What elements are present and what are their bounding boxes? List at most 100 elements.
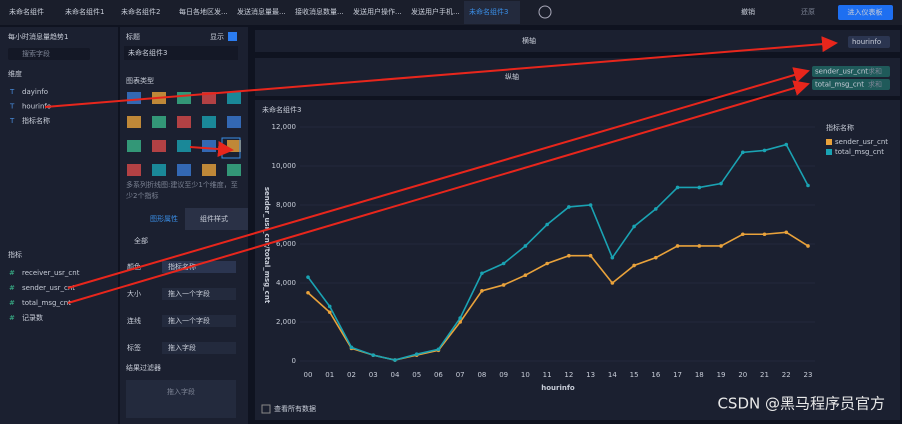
tab[interactable] [348, 1, 404, 24]
point [675, 185, 680, 190]
y-tick-label: 10,000 [272, 162, 297, 170]
tab[interactable] [4, 1, 58, 24]
point [762, 232, 767, 237]
prop-drop[interactable] [162, 342, 236, 354]
tab[interactable] [174, 1, 230, 24]
dimension[interactable]: hourinfo [22, 103, 51, 111]
x-tick-label: 19 [717, 371, 726, 379]
prop-label: 颜色 [127, 262, 141, 271]
point [654, 207, 658, 211]
chart-type-icon[interactable] [227, 164, 241, 176]
point [806, 244, 810, 248]
chart-type-icon[interactable] [127, 116, 141, 128]
point [675, 244, 680, 248]
measure-header: 指标 [8, 250, 22, 259]
y-tick-label: 12,000 [272, 123, 297, 131]
point [610, 281, 615, 285]
tab-label: 每日各地区发... [179, 7, 228, 16]
x-tick-label: 09 [499, 371, 508, 379]
measure[interactable]: receiver_usr_cnt [22, 269, 80, 277]
tab[interactable] [60, 1, 114, 24]
search[interactable] [8, 48, 90, 60]
x-tick-label: 20 [738, 371, 747, 379]
chart-type-icon[interactable] [152, 164, 166, 176]
point [480, 271, 484, 276]
point [327, 310, 332, 315]
measure-icon: # [9, 284, 15, 292]
view-all-checkbox[interactable] [261, 404, 271, 414]
measure[interactable]: sender_usr_cnt [22, 284, 75, 292]
enter-button[interactable] [838, 5, 893, 20]
x-field-pill[interactable] [848, 36, 890, 48]
watermark: CSDN @黑马程序员官方 [717, 395, 885, 413]
measure-icon: # [9, 314, 15, 322]
chart-type-icon[interactable] [152, 116, 166, 128]
tab[interactable] [406, 1, 462, 24]
point [436, 347, 441, 352]
title-input[interactable] [124, 46, 238, 60]
series-line [307, 143, 809, 361]
chart-type-icon[interactable] [177, 92, 191, 104]
redo[interactable]: 还原 [801, 8, 815, 16]
add-tab[interactable] [538, 5, 552, 19]
filter-drop[interactable] [126, 380, 236, 418]
measure[interactable]: 记录数 [22, 313, 43, 322]
x-tick-label: 23 [804, 371, 813, 379]
point [349, 345, 354, 350]
chart-type-icon[interactable] [177, 140, 191, 152]
chart-type-icon[interactable] [177, 164, 191, 176]
tab[interactable] [116, 1, 172, 24]
point [545, 261, 549, 266]
measure[interactable]: total_msg_cnt [22, 299, 71, 307]
prop-drop[interactable] [162, 315, 236, 327]
point [414, 352, 419, 356]
tab-style-label: 组件样式 [200, 214, 228, 223]
tab[interactable] [464, 1, 520, 24]
y-field-pill[interactable] [812, 66, 890, 77]
dimension[interactable]: dayinfo [22, 88, 48, 96]
chart-type-icon[interactable] [202, 140, 216, 152]
point [567, 205, 571, 209]
point [545, 222, 549, 227]
point [588, 203, 593, 207]
point [327, 304, 332, 309]
filter-label: 结果过滤器 [126, 363, 161, 372]
point [740, 232, 745, 237]
tab-label: 接收消息数量... [295, 7, 344, 16]
measure-icon: # [9, 269, 15, 277]
point [501, 261, 506, 266]
chart-type-icon[interactable] [127, 164, 141, 176]
point [567, 253, 571, 258]
tab-style[interactable] [185, 208, 248, 230]
chart-type-icon[interactable] [202, 116, 216, 128]
x-tick-label: 03 [369, 371, 378, 379]
dimension[interactable]: 指标名称 [22, 116, 50, 125]
tab[interactable] [232, 1, 288, 24]
chart-type-icon[interactable] [177, 116, 191, 128]
undo[interactable]: 撤销 [741, 7, 755, 16]
chart-type-icon[interactable] [127, 92, 141, 104]
show-checkbox[interactable] [228, 32, 237, 41]
point [697, 244, 702, 248]
all: 全部 [134, 236, 148, 245]
x-tick-label: 07 [456, 371, 465, 379]
tab-props[interactable]: 图形属性 [150, 214, 178, 223]
chart-type-icon[interactable] [202, 164, 216, 176]
x-tick-label: 11 [543, 371, 552, 379]
tab-label: 发送消息量最... [237, 7, 286, 16]
annotation-arrows [44, 36, 838, 304]
x-tick-label: 14 [608, 371, 617, 379]
prop-drop[interactable] [162, 288, 236, 300]
x-tick-label: 05 [412, 371, 421, 379]
tab[interactable] [290, 1, 346, 24]
prop-field: 拖入一个字段 [168, 316, 210, 325]
x-tick-label: 10 [521, 371, 530, 379]
show-label: 显示 [210, 33, 224, 41]
y-field-pill[interactable] [812, 79, 890, 90]
chart-type-icon[interactable] [127, 140, 141, 152]
chart-type-icon[interactable] [152, 140, 166, 152]
chart-type-icon[interactable] [227, 116, 241, 128]
enter-label: 进入仪表板 [848, 8, 883, 17]
chart-type-icon[interactable] [227, 92, 241, 104]
y-tick-label: 4,000 [276, 279, 296, 287]
